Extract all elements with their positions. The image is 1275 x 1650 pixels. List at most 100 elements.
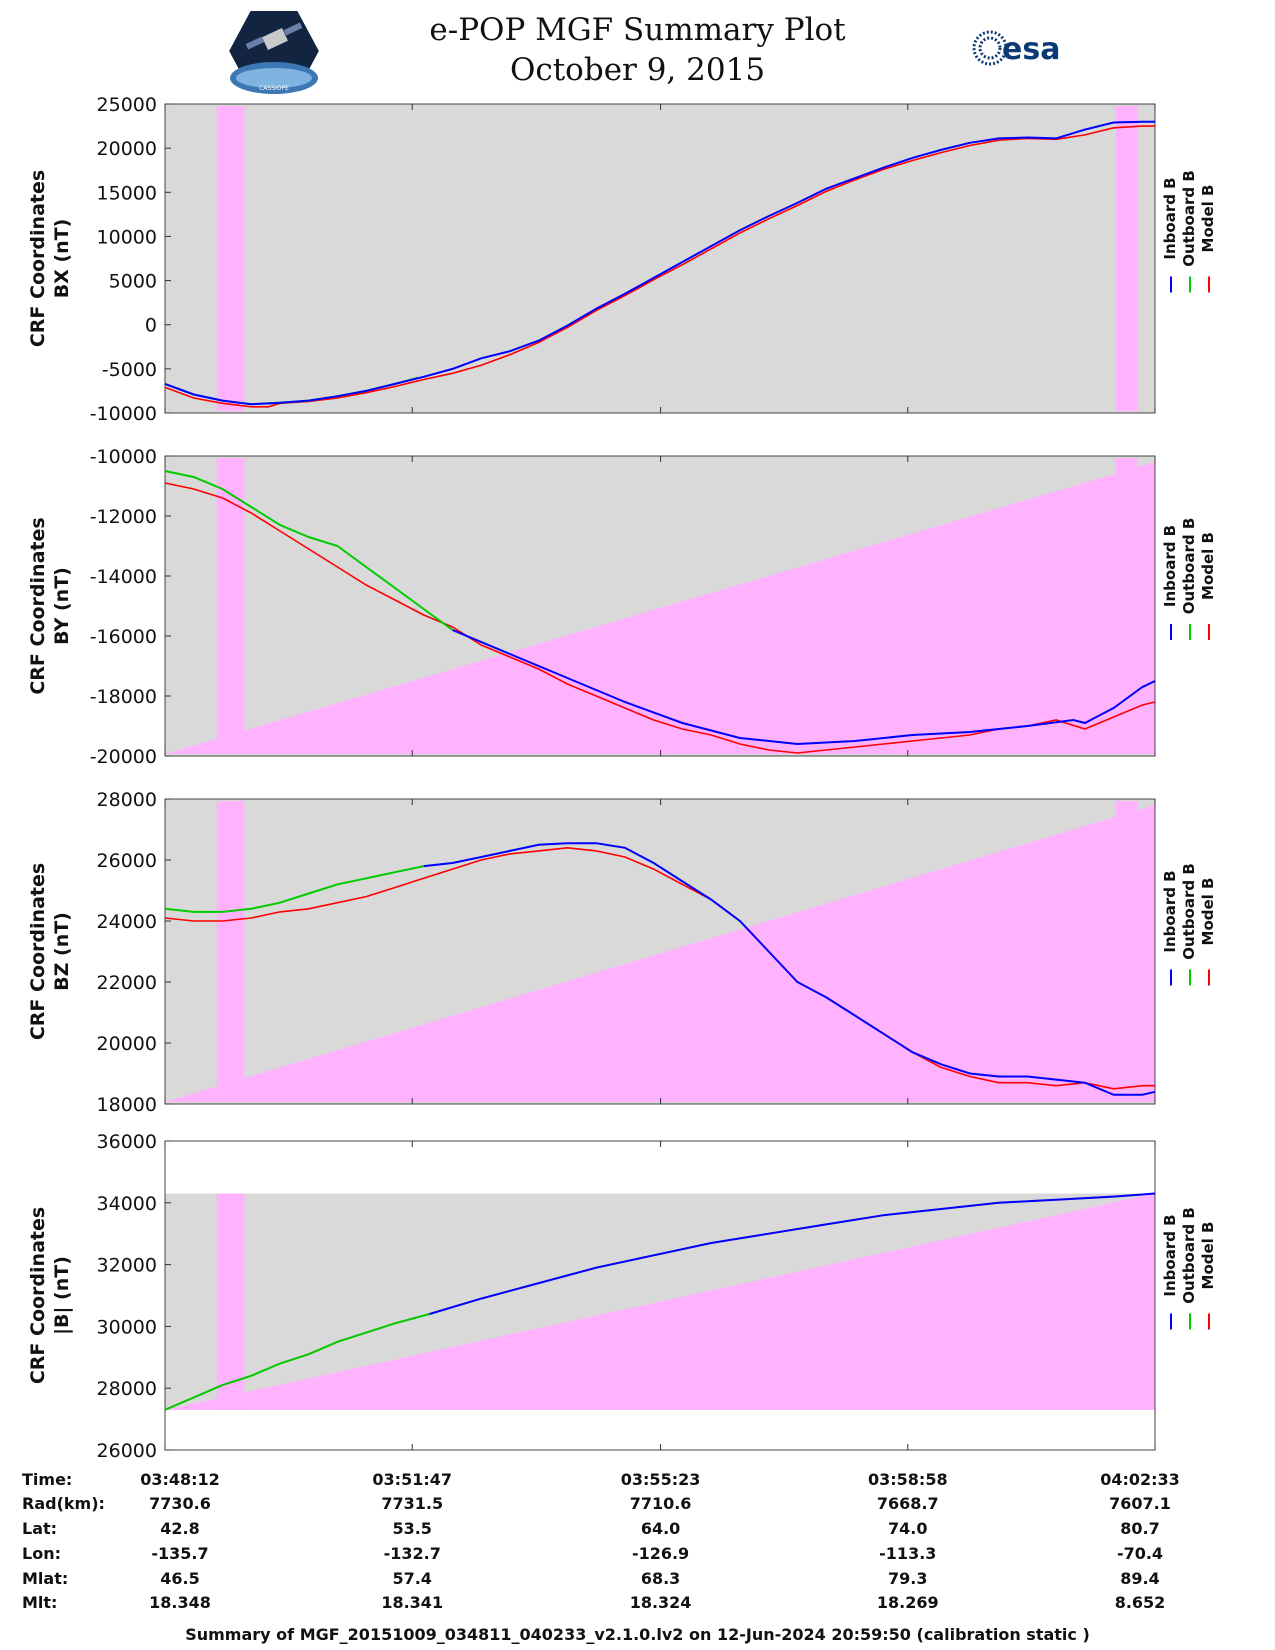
y-tick-label: 30000: [97, 1316, 157, 1338]
pink-region: [216, 1193, 245, 1410]
y-axis-label: CRF Coordinates: [27, 517, 49, 694]
legend-label-inboard: Inboard B: [1161, 870, 1179, 952]
y-tick-label: 10000: [97, 226, 157, 248]
legend-label-outboard: Outboard B: [1180, 863, 1198, 960]
table-row-label: Mlt:: [22, 1593, 58, 1612]
y-tick-label: -5000: [102, 359, 157, 381]
legend-label-outboard: Outboard B: [1180, 518, 1198, 615]
table-cell: 03:48:12: [140, 1470, 220, 1489]
table-row-label: Lon:: [22, 1544, 61, 1563]
legend-label-model: Model B: [1199, 532, 1217, 600]
page-title: e-POP MGF Summary Plot: [429, 12, 846, 48]
table-cell: 42.8: [160, 1519, 200, 1538]
y-tick-label: -12000: [90, 506, 157, 528]
y-tick-label: -16000: [90, 626, 157, 648]
series-line-model: [164, 846, 1155, 1090]
logo-left-text: CASSIOPE: [259, 85, 289, 92]
y-tick-label: 28000: [97, 789, 157, 811]
table-cell: -135.7: [151, 1544, 209, 1563]
series-line-inboard: [452, 629, 1156, 746]
y-tick-label: -20000: [90, 746, 157, 768]
table-cell: -70.4: [1116, 1544, 1164, 1563]
table-cell: 7731.5: [381, 1494, 444, 1513]
table-cell: 18.324: [629, 1593, 692, 1612]
y-tick-label: 20000: [97, 1033, 157, 1055]
pink-region: [216, 801, 245, 1102]
table-cell: 57.4: [392, 1569, 432, 1588]
table-cell: 7668.7: [876, 1494, 939, 1513]
series-line-inboard: [423, 842, 1156, 1096]
y-axis-label: CRF Coordinates: [27, 863, 49, 1040]
series-line-outboard: [164, 865, 424, 913]
esa-logo: esa: [972, 30, 1060, 67]
y-tick-label: 20000: [97, 138, 157, 160]
table-cell: 18.269: [876, 1593, 939, 1612]
table-cell: 64.0: [640, 1519, 681, 1538]
y-tick-label: -14000: [90, 566, 157, 588]
table-cell: 89.4: [1120, 1569, 1160, 1588]
table-cell: 79.3: [888, 1569, 928, 1588]
logo-right-text: esa: [1002, 32, 1060, 67]
table-cell: -113.3: [879, 1544, 937, 1563]
table-cell: 03:58:58: [867, 1470, 948, 1489]
table-cell: -132.7: [383, 1544, 441, 1563]
y-tick-label: 0: [145, 315, 157, 337]
table-cell: 03:51:47: [372, 1470, 452, 1489]
table-cell: 68.3: [640, 1569, 681, 1588]
table-cell: -126.9: [631, 1544, 690, 1563]
y-tick-label: 34000: [97, 1193, 157, 1215]
y-tick-label: -10000: [90, 403, 157, 425]
y-tick-label: 5000: [109, 271, 157, 293]
table-cell: 18.341: [381, 1593, 444, 1612]
table-cell: 74.0: [888, 1519, 928, 1538]
table-row-label: Rad(km):: [22, 1494, 105, 1513]
y-tick-label: 36000: [97, 1131, 157, 1153]
table-cell: 04:02:33: [1100, 1470, 1180, 1489]
y-tick-label: 18000: [97, 1094, 157, 1116]
pink-region: [216, 106, 245, 411]
y-axis-unit-label: BX (nT): [51, 219, 73, 299]
legend-label-model: Model B: [1199, 878, 1217, 946]
table-cell: 80.7: [1120, 1519, 1160, 1538]
y-axis-label: CRF Coordinates: [27, 1207, 49, 1384]
footer-summary: Summary of MGF_20151009_034811_040233_v2…: [185, 1625, 1090, 1644]
pink-region: [1115, 801, 1138, 1102]
y-tick-label: 24000: [97, 911, 157, 933]
panel-frame: [164, 798, 1156, 1105]
pink-region: [1115, 106, 1138, 411]
panel-frame: [164, 103, 1156, 414]
panel-pink-wedge: [165, 805, 1155, 1102]
y-tick-label: 32000: [97, 1255, 157, 1277]
panel-pink-wedge: [165, 1193, 1155, 1410]
y-tick-label: 26000: [97, 850, 157, 872]
series-line-inboard: [429, 1192, 1156, 1315]
legend-label-outboard: Outboard B: [1180, 170, 1198, 267]
panel-frame: [164, 1140, 1156, 1451]
series-line-inboard: [164, 120, 1155, 406]
y-tick-label: -10000: [90, 446, 157, 468]
table-cell: 7730.6: [149, 1494, 211, 1513]
y-axis-unit-label: BZ (nT): [51, 912, 73, 991]
series-line-outboard: [164, 470, 454, 631]
table-row-label: Lat:: [22, 1519, 58, 1538]
table-cell: 03:55:23: [620, 1470, 701, 1489]
y-axis-label: CRF Coordinates: [27, 170, 49, 347]
table-row-label: Time:: [22, 1470, 73, 1489]
y-tick-label: 15000: [97, 182, 157, 204]
table-cell: 7607.1: [1109, 1494, 1171, 1513]
pink-region: [1115, 458, 1138, 754]
legend-label-outboard: Outboard B: [1180, 1207, 1198, 1304]
panel-frame: [164, 455, 1156, 757]
table-row-label: Mlat:: [22, 1569, 69, 1588]
y-axis-unit-label: |B| (nT): [51, 1256, 73, 1335]
legend-label-inboard: Inboard B: [1161, 525, 1179, 607]
y-tick-label: 26000: [97, 1440, 157, 1462]
series-line-outboard: [164, 1313, 430, 1411]
table-cell: 18.348: [149, 1593, 211, 1612]
panel-background: [165, 104, 1155, 413]
y-axis-unit-label: BY (nT): [51, 567, 73, 645]
table-cell: 7710.6: [629, 1494, 692, 1513]
cassiope-logo: CASSIOPE: [226, 9, 322, 94]
table-cell: 8.652: [1114, 1593, 1166, 1612]
